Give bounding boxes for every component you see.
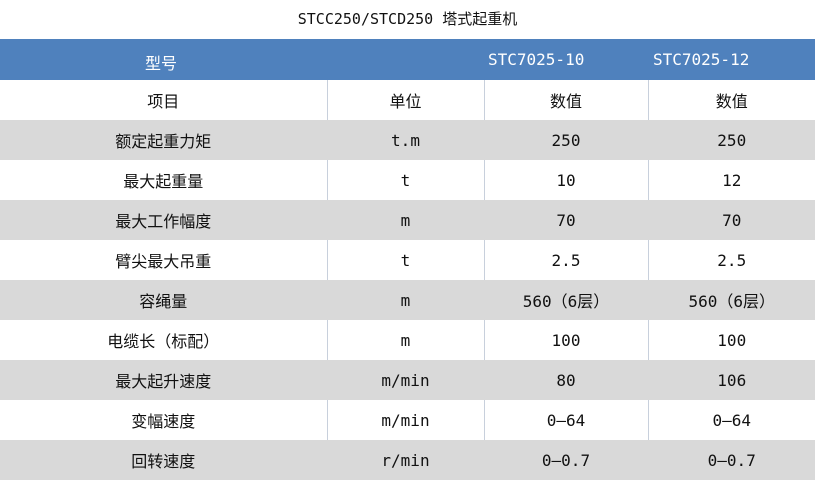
table-row: 最大工作幅度 m 70 70 xyxy=(0,200,815,240)
table-cell: 数值 xyxy=(483,80,648,120)
model-1: STC7025-10 xyxy=(488,50,585,69)
table-cell: 106 xyxy=(647,360,815,400)
table-cell: m xyxy=(326,320,484,360)
table-cell: 最大起升速度 xyxy=(0,360,327,400)
table-row: 最大起升速度 m/min 80 106 xyxy=(0,360,815,400)
table-cell: 0—0.7 xyxy=(647,440,815,480)
table-cell: m xyxy=(326,280,484,320)
table-cell: m xyxy=(326,200,484,240)
table-cell: 2.5 xyxy=(483,240,648,280)
table-cell: 100 xyxy=(647,320,815,360)
table-cell: 70 xyxy=(647,200,815,240)
table-cell: 单位 xyxy=(326,80,484,120)
table-row: 臂尖最大吊重 t 2.5 2.5 xyxy=(0,240,815,280)
table-cell: 回转速度 xyxy=(0,440,327,480)
table-cell: 臂尖最大吊重 xyxy=(115,252,212,271)
table-cell: m/min xyxy=(326,400,484,440)
table-cell: 100 xyxy=(483,320,648,360)
table-cell: 项目 xyxy=(147,92,180,111)
table-row: 项目 单位 数值 数值 xyxy=(0,80,815,120)
model-2: STC7025-12 xyxy=(653,50,750,69)
table-cell: 变幅速度 xyxy=(131,412,196,431)
table-cell: r/min xyxy=(326,440,484,480)
table-cell: 560（6层） xyxy=(483,280,648,320)
table-cell: 250 xyxy=(483,120,648,160)
table-cell: t xyxy=(326,160,484,200)
table-cell: m/min xyxy=(326,360,484,400)
page-title: STCC250/STCD250 塔式起重机 xyxy=(297,10,518,28)
table-cell: 0—64 xyxy=(483,400,648,440)
table-cell: 最大起重量 xyxy=(123,172,204,191)
table-cell: 80 xyxy=(483,360,648,400)
table-cell: 70 xyxy=(483,200,648,240)
table-cell: 250 xyxy=(647,120,815,160)
table-header-row: 型号 STC7025-10 STC7025-12 xyxy=(0,39,815,80)
table-row: 最大起重量 t 10 12 xyxy=(0,160,815,200)
table-cell: 0—64 xyxy=(647,400,815,440)
table-row: 额定起重力矩 t.m 250 250 xyxy=(0,120,815,160)
table-cell: 数值 xyxy=(647,80,815,120)
table-row: 变幅速度 m/min 0—64 0—64 xyxy=(0,400,815,440)
table-row: 回转速度 r/min 0—0.7 0—0.7 xyxy=(0,440,815,480)
model-label: 型号 xyxy=(145,54,178,73)
table-cell: 容绳量 xyxy=(0,280,327,320)
table-cell: 560（6层） xyxy=(647,280,815,320)
table-cell: 电缆长（标配） xyxy=(107,332,220,351)
table-cell: 最大工作幅度 xyxy=(0,200,327,240)
table-cell: 10 xyxy=(483,160,648,200)
table-cell: 额定起重力矩 xyxy=(0,120,327,160)
table-cell: 2.5 xyxy=(647,240,815,280)
spec-table: 项目 单位 数值 数值 额定起重力矩 t.m 250 250 最大起重量 t 10 12 最大工作幅度 m… xyxy=(0,80,815,480)
table-cell: t.m xyxy=(326,120,484,160)
table-cell: 0—0.7 xyxy=(483,440,648,480)
table-cell: 12 xyxy=(647,160,815,200)
table-cell: t xyxy=(326,240,484,280)
table-row: 电缆长（标配） m 100 100 xyxy=(0,320,815,360)
table-row: 容绳量 m 560（6层） 560（6层） xyxy=(0,280,815,320)
